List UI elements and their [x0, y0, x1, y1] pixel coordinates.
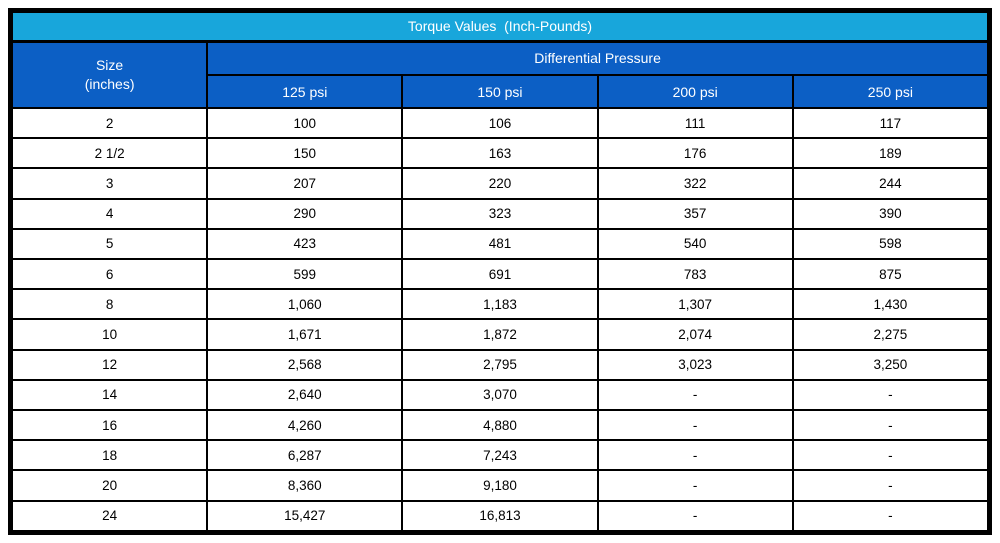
- size-cell: 24: [10, 499, 209, 533]
- torque-table-container: Torque Values (Inch-Pounds) Size (inches…: [8, 8, 992, 535]
- table-row: 2 1/2 150 163 176 189: [10, 137, 990, 170]
- table-row: 16 4,260 4,880- -: [10, 409, 990, 442]
- torque-value-cell: -: [596, 469, 794, 502]
- torque-value-cell: 2,640: [206, 378, 404, 412]
- torque-value-cell: -: [596, 409, 794, 442]
- table-row: 2 100 106 111 117: [10, 106, 990, 140]
- torque-value-cell: -: [596, 499, 794, 533]
- torque-value-cell: 117: [791, 106, 990, 140]
- column-header-200psi: 200 psi: [596, 74, 794, 109]
- table-row: 18 6,287 7,243- -: [10, 439, 990, 472]
- torque-value-cell: 691: [401, 258, 599, 291]
- torque-value-cell: 8,360: [206, 469, 404, 502]
- torque-value-cell: 481: [401, 227, 599, 261]
- size-cell: 5: [10, 227, 209, 261]
- torque-value-cell: 111: [596, 106, 794, 140]
- torque-value-cell: 106: [401, 106, 599, 140]
- torque-value-cell: 2,795: [401, 348, 599, 381]
- table-group-header-row: Size (inches) Differential Pressure: [10, 40, 989, 109]
- torque-value-cell: 150: [206, 137, 404, 170]
- table-row: 6 599 691 783 875: [10, 258, 990, 291]
- size-cell: 2: [10, 106, 209, 140]
- table-row: 8 1,060 1,183 1,307 1,430: [10, 288, 990, 321]
- torque-value-cell: -: [596, 439, 794, 472]
- torque-value-cell: 1,671: [206, 318, 404, 351]
- table-body: 2 100 106 111 117 2 1/2 150 163 176 189 3 207 220 322…: [10, 106, 990, 533]
- size-column-header: Size (inches): [10, 40, 209, 109]
- torque-value-cell: 390: [791, 197, 990, 230]
- size-cell: 2 1/2: [10, 137, 209, 170]
- table-row: 3 207 220 322 244: [10, 167, 990, 200]
- torque-value-cell: 9,180: [401, 469, 599, 502]
- size-cell: 16: [10, 409, 209, 442]
- torque-value-cell: 4,260: [206, 409, 404, 442]
- size-cell: 6: [10, 258, 209, 291]
- torque-value-cell: -: [791, 378, 990, 412]
- torque-values-table: Torque Values (Inch-Pounds) Size (inches…: [10, 11, 990, 533]
- differential-pressure-header: Differential Pressure: [206, 40, 989, 76]
- torque-value-cell: 244: [791, 167, 990, 200]
- table-row: 20 8,360 9,180- -: [10, 469, 990, 502]
- size-cell: 8: [10, 288, 209, 321]
- torque-value-cell: 2,074: [596, 318, 794, 351]
- torque-value-cell: 6,287: [206, 439, 404, 472]
- torque-value-cell: 4,880: [401, 409, 599, 442]
- torque-value-cell: -: [791, 469, 990, 502]
- torque-value-cell: 1,060: [206, 288, 404, 321]
- torque-value-cell: 3,250: [791, 348, 990, 381]
- size-cell: 20: [10, 469, 209, 502]
- torque-value-cell: 1,307: [596, 288, 794, 321]
- torque-value-cell: 323: [401, 197, 599, 230]
- size-cell: 4: [10, 197, 209, 230]
- torque-value-cell: 3,070: [401, 378, 599, 412]
- torque-value-cell: 290: [206, 197, 404, 230]
- torque-value-cell: 1,430: [791, 288, 990, 321]
- table-row: 12 2,568 2,795 3,023 3,250: [10, 348, 990, 381]
- table-row: 4 290 323 357 390: [10, 197, 990, 230]
- torque-value-cell: 3,023: [596, 348, 794, 381]
- torque-value-cell: 357: [596, 197, 794, 230]
- torque-value-cell: -: [596, 378, 794, 412]
- torque-value-cell: 220: [401, 167, 599, 200]
- table-row: 10 1,671 1,872 2,074 2,275: [10, 318, 990, 351]
- torque-value-cell: 16,813: [401, 499, 599, 533]
- table-title-row: Torque Values (Inch-Pounds): [11, 11, 989, 43]
- size-cell: 10: [10, 318, 209, 351]
- torque-value-cell: 875: [791, 258, 990, 291]
- column-header-125psi: 125 psi: [206, 74, 404, 109]
- size-cell: 18: [10, 439, 209, 472]
- table-title: Torque Values (Inch-Pounds): [11, 11, 989, 43]
- size-cell: 14: [10, 378, 209, 412]
- column-header-150psi: 150 psi: [401, 74, 599, 109]
- size-cell: 12: [10, 348, 209, 381]
- torque-value-cell: 15,427: [206, 499, 404, 533]
- torque-value-cell: 7,243: [401, 439, 599, 472]
- torque-value-cell: 598: [791, 227, 990, 261]
- table-row: 14 2,640 3,070- -: [10, 378, 990, 412]
- torque-value-cell: 189: [791, 137, 990, 170]
- torque-value-cell: 322: [596, 167, 794, 200]
- torque-value-cell: 1,872: [401, 318, 599, 351]
- torque-value-cell: 1,183: [401, 288, 599, 321]
- torque-value-cell: 423: [206, 227, 404, 261]
- torque-value-cell: 2,568: [206, 348, 404, 381]
- torque-value-cell: 163: [401, 137, 599, 170]
- torque-value-cell: 783: [596, 258, 794, 291]
- size-cell: 3: [10, 167, 209, 200]
- table-row: 24 15,427 16,813- -: [10, 499, 990, 533]
- table-row: 5 423 481 540 598: [10, 227, 990, 261]
- torque-value-cell: -: [791, 409, 990, 442]
- torque-value-cell: 100: [206, 106, 404, 140]
- torque-value-cell: 207: [206, 167, 404, 200]
- torque-value-cell: 2,275: [791, 318, 990, 351]
- torque-value-cell: 176: [596, 137, 794, 170]
- torque-value-cell: -: [791, 499, 990, 533]
- torque-value-cell: 599: [206, 258, 404, 291]
- psi-header-row: 125 psi 150 psi 200 psi 250 psi: [12, 74, 990, 109]
- column-header-250psi: 250 psi: [791, 74, 990, 109]
- torque-value-cell: -: [791, 439, 990, 472]
- torque-value-cell: 540: [596, 227, 794, 261]
